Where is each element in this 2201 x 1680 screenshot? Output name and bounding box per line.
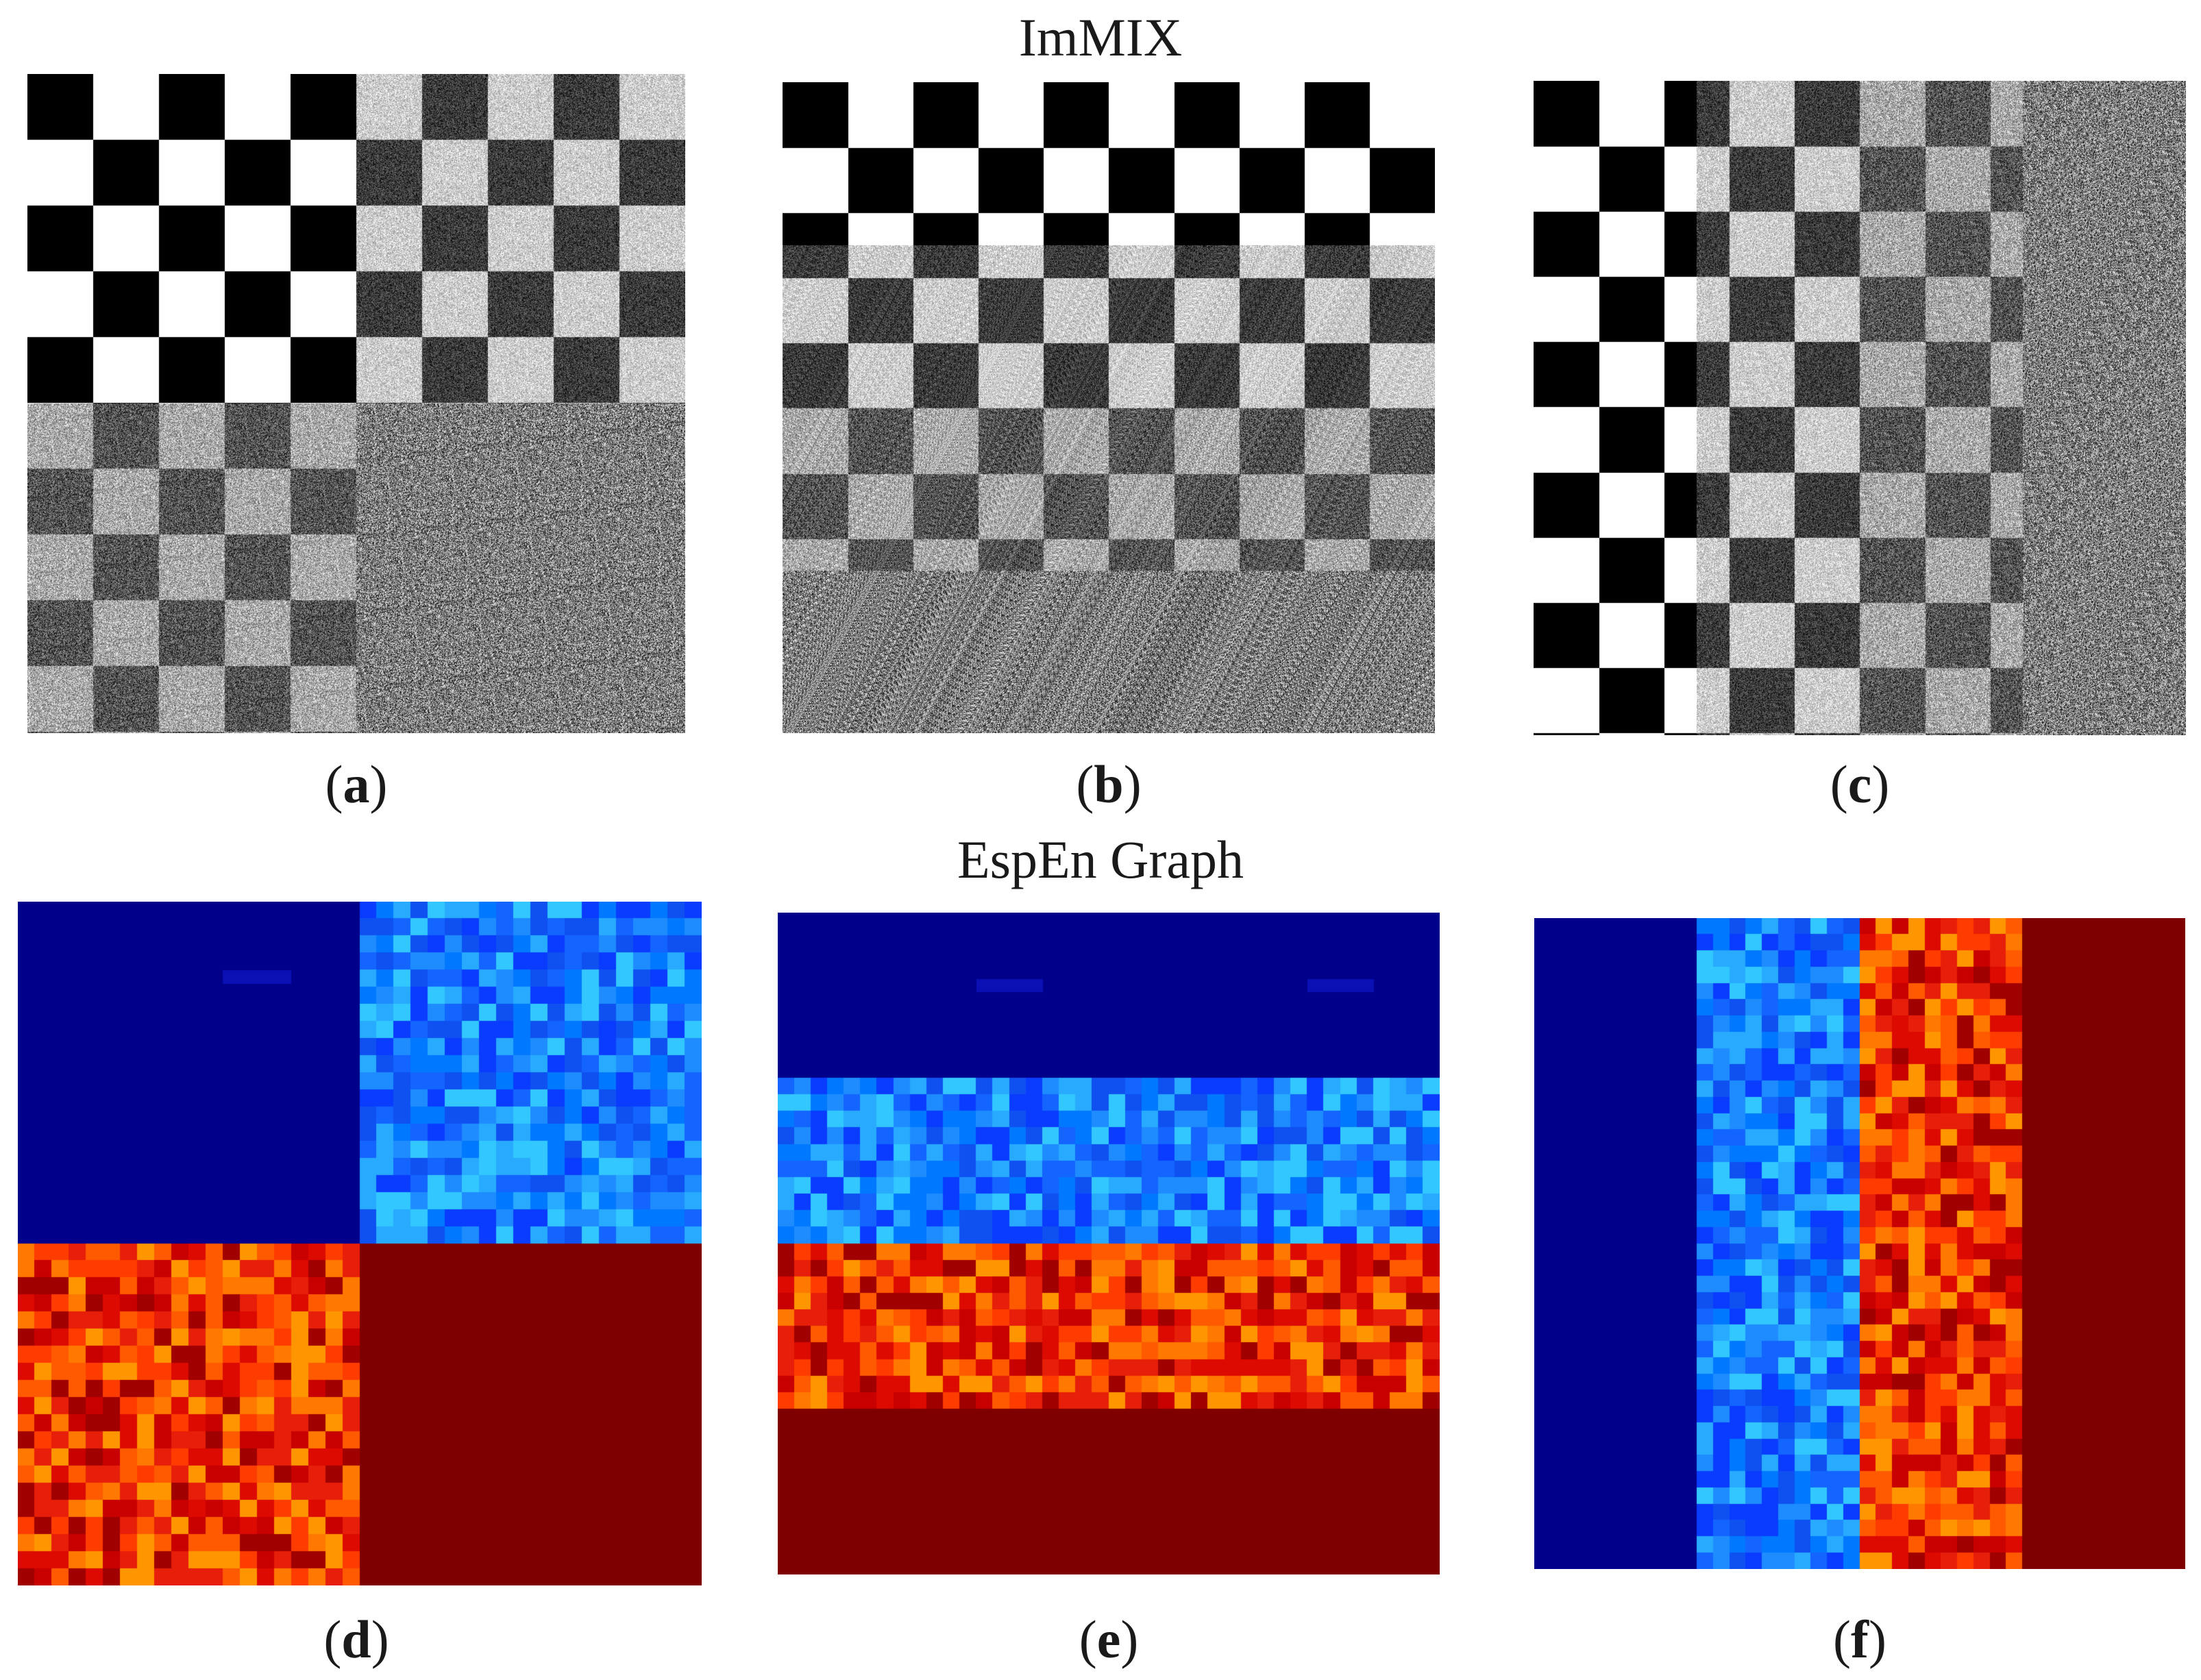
espen-graph-title: EspEn Graph	[957, 830, 1244, 889]
caption-b-letter: b	[1094, 754, 1124, 814]
panel-b-checkerboard-image	[783, 82, 1435, 733]
caption-d: (d)	[323, 1609, 389, 1669]
caption-c: (c)	[1830, 754, 1890, 814]
caption-d-letter: d	[341, 1609, 371, 1669]
panel-a-checkerboard-image	[27, 74, 685, 733]
immix-title: ImMIX	[1018, 8, 1183, 67]
panel-e-espen-heatmap	[778, 913, 1440, 1574]
caption-b: (b)	[1076, 754, 1142, 814]
panel-c-checkerboard-image	[1534, 81, 2186, 735]
caption-a-letter: a	[343, 754, 370, 814]
caption-e-letter: e	[1096, 1609, 1121, 1669]
caption-c-letter: c	[1847, 754, 1872, 814]
panel-d-espen-heatmap	[18, 902, 702, 1585]
caption-e: (e)	[1079, 1609, 1139, 1669]
panel-f-espen-heatmap	[1534, 918, 2185, 1569]
caption-a: (a)	[325, 754, 388, 814]
caption-f-letter: f	[1851, 1609, 1869, 1669]
caption-f: (f)	[1833, 1609, 1886, 1669]
